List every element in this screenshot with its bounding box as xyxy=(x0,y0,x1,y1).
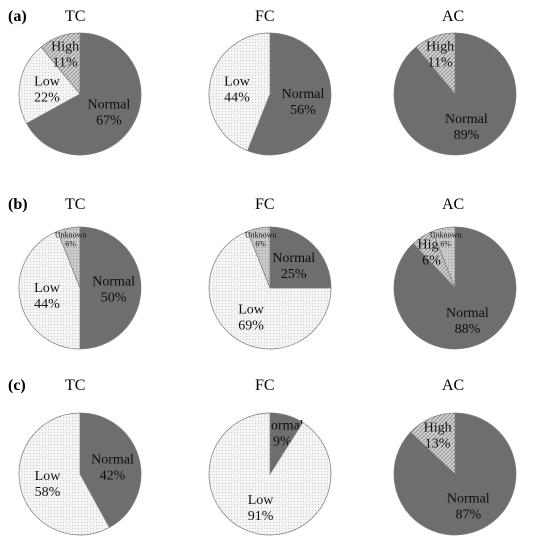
slice-name-label: Unknown xyxy=(245,231,277,240)
slice-name-label: Normal xyxy=(445,112,488,127)
slice-value-label: 50% xyxy=(101,291,127,306)
slice-name-label: Normal xyxy=(88,98,131,113)
pie-title-b-fc: FC xyxy=(255,196,275,213)
slice-name-label: Normal xyxy=(92,275,135,290)
slice-high-a-ac xyxy=(415,32,456,95)
slice-low-a-fc xyxy=(208,32,271,152)
slice-name-label: Unknown xyxy=(55,231,87,240)
pie-title-c-fc: FC xyxy=(255,377,275,394)
slice-low-b-fc xyxy=(208,230,332,350)
slice-name-label: High xyxy=(51,39,79,54)
slice-normal-b-fc xyxy=(269,226,332,289)
slice-value-label: 89% xyxy=(454,128,480,143)
slice-value-label: 58% xyxy=(35,485,61,500)
slice-low-c-fc xyxy=(208,412,332,536)
slice-unknown-b-fc xyxy=(247,226,271,289)
slice-value-label: 6% xyxy=(440,240,451,249)
slice-value-label: 6% xyxy=(422,254,441,269)
slice-low-b-tc xyxy=(18,230,81,350)
slice-name-label: High xyxy=(424,420,452,435)
slice-value-label: 6% xyxy=(65,240,76,249)
slice-high-a-tc xyxy=(40,32,81,95)
slice-value-label: 25% xyxy=(281,267,307,282)
slice-value-label: 44% xyxy=(34,297,60,312)
pie-title-b-tc: TC xyxy=(65,196,85,213)
slice-value-label: 9% xyxy=(273,434,292,449)
slice-name-label: Normal xyxy=(91,452,134,467)
pie-title-b-ac: AC xyxy=(442,196,464,213)
slice-name-label: Low xyxy=(34,74,61,89)
slice-value-label: 22% xyxy=(34,90,60,105)
slice-name-label: Low xyxy=(248,493,275,508)
slice-name-label: Normal xyxy=(272,251,315,266)
slice-normal-c-tc xyxy=(79,412,142,528)
slice-name-label: Low xyxy=(238,302,265,317)
slice-name-label: Low xyxy=(224,74,251,89)
pie-title-c-ac: AC xyxy=(442,377,464,394)
slice-name-label: Low xyxy=(35,469,62,484)
slice-name-label: Normal xyxy=(261,418,304,433)
pie-title-a-ac: AC xyxy=(442,8,464,25)
slice-value-label: 88% xyxy=(455,322,481,337)
slice-value-label: 11% xyxy=(428,55,453,70)
row-label-b: (b) xyxy=(8,196,28,213)
slice-low-a-tc xyxy=(18,46,81,124)
slice-name-label: Low xyxy=(34,281,61,296)
pie-title-a-fc: FC xyxy=(255,8,275,25)
slice-name-label: Normal xyxy=(446,306,489,321)
pie-title-c-tc: TC xyxy=(65,377,85,394)
slice-normal-a-fc xyxy=(247,32,332,156)
slice-value-label: 56% xyxy=(290,103,316,118)
slice-normal-b-tc xyxy=(79,226,142,350)
slice-normal-c-ac xyxy=(393,412,517,536)
slice-high-c-ac xyxy=(410,412,456,475)
slice-value-label: 11% xyxy=(53,55,78,70)
pie-title-a-tc: TC xyxy=(65,8,85,25)
slice-unknown-b-tc xyxy=(57,226,81,289)
slice-normal-a-tc xyxy=(26,32,142,156)
slice-name-label: High xyxy=(426,39,454,54)
row-label-c: (c) xyxy=(8,377,26,394)
slice-value-label: 67% xyxy=(96,114,122,129)
slice-value-label: 91% xyxy=(248,509,274,524)
slice-value-label: 87% xyxy=(455,507,481,522)
slice-value-label: 6% xyxy=(255,240,266,249)
row-label-a: (a) xyxy=(8,8,27,25)
slice-value-label: 69% xyxy=(238,318,264,333)
slice-name-label: Unknown xyxy=(430,231,462,240)
slice-value-label: 13% xyxy=(425,436,451,451)
slice-name-label: Normal xyxy=(282,87,325,102)
slice-low-c-tc xyxy=(18,412,110,536)
slice-unknown-b-ac xyxy=(432,226,456,289)
pies-layer: Normal67%Low22%High11%Normal56%Low44%Nor… xyxy=(18,32,517,536)
slice-name-label: Normal xyxy=(447,491,490,506)
slice-value-label: 42% xyxy=(100,468,126,483)
slice-value-label: 44% xyxy=(224,90,250,105)
